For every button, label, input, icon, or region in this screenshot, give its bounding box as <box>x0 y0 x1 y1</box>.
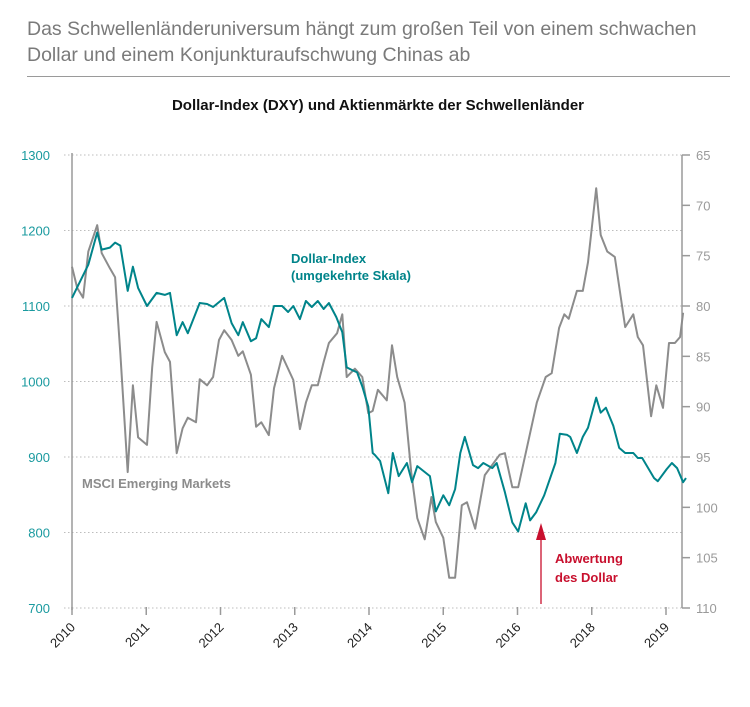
left-axis-tick-label: 800 <box>28 526 50 541</box>
headline: Das Schwellenländeruniversum hängt zum g… <box>27 18 697 66</box>
left-axis-tick-label: 900 <box>28 450 50 465</box>
x-axis-tick-label: 2018 <box>567 620 598 651</box>
dollar-series-label: Dollar-Index <box>291 251 367 266</box>
msci-series-label: MSCI Emerging Markets <box>82 476 231 491</box>
right-axis-tick-label: 90 <box>696 400 710 415</box>
right-axis-tick-label: 65 <box>696 148 710 163</box>
left-axis-tick-label: 1000 <box>21 375 50 390</box>
x-axis-tick-label: 2014 <box>344 620 375 651</box>
dollar-series-label-sub: (umgekehrte Skala) <box>291 268 411 283</box>
x-axis-tick-label: 2016 <box>493 620 524 651</box>
right-axis-tick-label: 110 <box>696 601 717 616</box>
x-axis-tick-label: 2019 <box>641 620 672 651</box>
x-axis-tick-label: 2015 <box>418 620 449 651</box>
right-axis-tick-label: 100 <box>696 500 718 515</box>
right-axis-tick-label: 70 <box>696 198 710 213</box>
x-axis-tick-label: 2012 <box>196 620 227 651</box>
devaluation-label-sub: des Dollar <box>555 570 618 585</box>
left-axis-tick-label: 1100 <box>22 299 50 314</box>
x-axis-tick-label: 2013 <box>270 620 301 651</box>
right-axis-tick-label: 105 <box>696 551 718 566</box>
x-axis-tick-label: 2010 <box>47 620 78 651</box>
right-axis-tick-label: 75 <box>696 249 710 264</box>
chart-title: Dollar-Index (DXY) und Aktienmärkte der … <box>172 97 584 114</box>
right-axis-tick-label: 80 <box>696 299 710 314</box>
left-axis-tick-label: 1200 <box>21 224 50 239</box>
left-axis-tick-label: 1300 <box>21 148 50 163</box>
devaluation-label: Abwertung <box>555 551 623 566</box>
devaluation-arrow-head <box>536 523 546 540</box>
msci-em-line <box>71 187 685 579</box>
left-axis-tick-label: 700 <box>28 601 50 616</box>
divider <box>27 76 730 77</box>
dollar-index-line <box>71 231 687 533</box>
right-axis-tick-label: 95 <box>696 450 710 465</box>
x-axis-tick-label: 2011 <box>122 620 152 650</box>
right-axis-tick-label: 85 <box>696 349 710 364</box>
